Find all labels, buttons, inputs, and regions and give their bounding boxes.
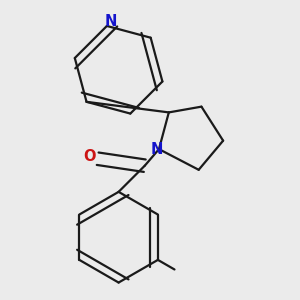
Text: N: N: [104, 14, 116, 29]
Text: O: O: [84, 149, 96, 164]
Text: N: N: [151, 142, 164, 157]
